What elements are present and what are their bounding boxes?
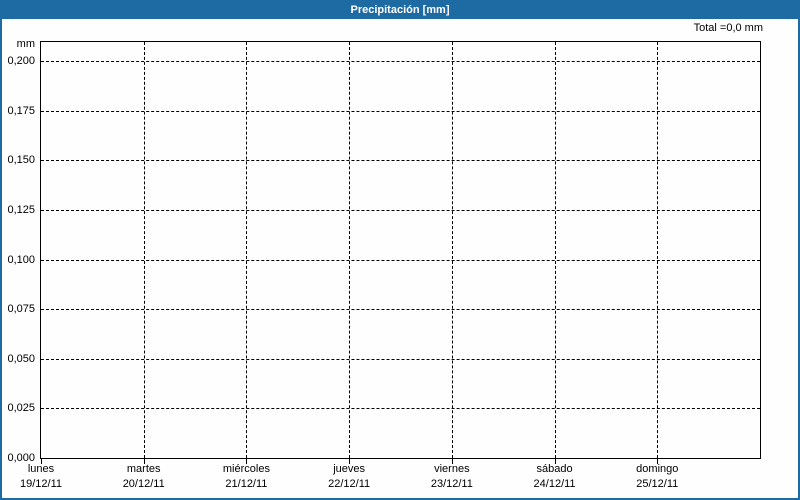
day-name-label: viernes — [434, 463, 470, 475]
x-tick-mark-lunes — [41, 459, 42, 464]
y-tick-label-0,200: 0,200 — [7, 55, 35, 67]
x-tick-mark-viernes — [451, 459, 453, 464]
horizontal-gridline-0.125 — [41, 209, 760, 211]
day-name-label: martes — [126, 463, 161, 475]
vertical-gridline-day-1 — [143, 42, 145, 458]
vertical-gridline-day-3 — [349, 42, 351, 458]
x-tick-label-jueves: jueves 22/12/11 — [294, 462, 404, 492]
x-tick-mark-miércoles — [246, 459, 248, 464]
x-tick-mark-domingo — [657, 459, 659, 464]
chart-title: Precipitación [mm] — [350, 4, 450, 16]
total-precipitation-label: Total =0,0 mm — [693, 22, 763, 34]
vertical-gridline-day-5 — [554, 42, 556, 458]
y-tick-label-0,150: 0,150 — [7, 154, 35, 167]
x-tick-mark-sábado — [554, 459, 556, 464]
date-label: 19/12/11 — [19, 478, 62, 490]
x-tick-label-miércoles: miércoles 21/12/11 — [191, 462, 301, 492]
y-tick-label-0,175: 0,175 — [7, 104, 35, 117]
x-tick-label-domingo: domingo 25/12/11 — [602, 462, 712, 492]
horizontal-gridline-0.075 — [41, 309, 760, 311]
date-label: 24/12/11 — [533, 478, 576, 490]
horizontal-gridline-0.1 — [41, 259, 760, 261]
x-tick-mark-jueves — [349, 459, 351, 464]
plot-area — [40, 41, 761, 459]
y-axis-unit-label: mm — [16, 38, 35, 50]
horizontal-gridline-0.175 — [41, 110, 760, 112]
date-label: 21/12/11 — [225, 478, 268, 490]
y-tick-label-0,100: 0,100 — [7, 253, 35, 266]
horizontal-gridline-0.15 — [41, 160, 760, 162]
x-tick-mark-martes — [143, 459, 145, 464]
day-name-label: miércoles — [222, 463, 270, 475]
horizontal-gridline-0.025 — [41, 408, 760, 410]
y-tick-label-0,025: 0,025 — [7, 402, 35, 415]
y-tick-label-0,075: 0,075 — [7, 303, 35, 316]
vertical-gridline-day-4 — [451, 42, 453, 458]
day-name-label: sábado — [536, 463, 573, 475]
date-label: 23/12/11 — [430, 478, 473, 490]
day-name-label: jueves — [333, 463, 366, 475]
x-tick-label-martes: martes 20/12/11 — [89, 462, 199, 492]
vertical-gridline-day-2 — [246, 42, 248, 458]
date-label: 20/12/11 — [122, 478, 165, 490]
y-tick-label-0,050: 0,050 — [7, 352, 35, 365]
horizontal-gridline-0.05 — [41, 358, 760, 360]
x-tick-label-sábado: sábado 24/12/11 — [500, 462, 610, 492]
y-tick-label-0,000: 0,000 — [7, 452, 35, 464]
day-name-label: domingo — [636, 463, 679, 475]
x-tick-label-viernes: viernes 23/12/11 — [397, 462, 507, 492]
x-tick-label-lunes: lunes 19/12/11 — [2, 462, 96, 492]
day-name-label: lunes — [27, 463, 55, 475]
vertical-gridline-day-6 — [657, 42, 659, 458]
y-tick-label-0,125: 0,125 — [7, 203, 35, 216]
date-label: 22/12/11 — [328, 478, 371, 490]
horizontal-gridline-0.2 — [41, 61, 760, 62]
chart-title-bar: Precipitación [mm] — [2, 2, 798, 19]
date-label: 25/12/11 — [636, 478, 679, 490]
